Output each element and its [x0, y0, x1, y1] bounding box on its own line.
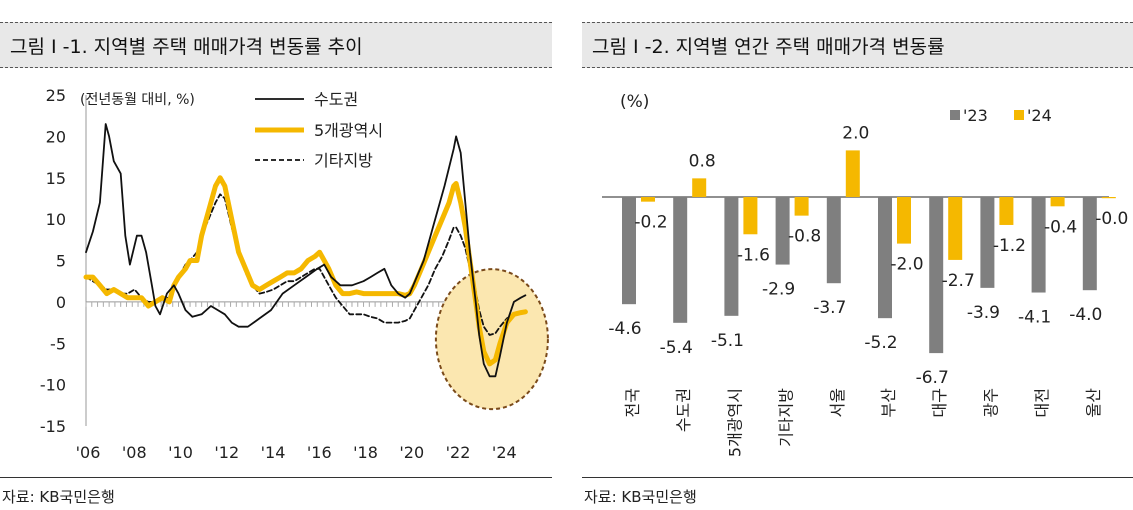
- data-label: -2.9: [762, 280, 795, 300]
- x-tick-label: '24: [492, 443, 517, 462]
- data-label: -4.6: [608, 319, 641, 339]
- x-tick-label: '10: [168, 443, 193, 462]
- y-tick-label: 5: [56, 252, 66, 271]
- data-label: -5.4: [660, 338, 693, 358]
- bar-y24: [641, 197, 655, 202]
- bar-y23: [878, 197, 892, 319]
- data-label: -0.4: [1044, 217, 1077, 237]
- category-label: 대전: [1033, 388, 1052, 417]
- legend-label: 기타지방: [314, 151, 373, 170]
- category-label: 5개광역시: [725, 388, 744, 457]
- category-label: 기타지방: [777, 388, 796, 447]
- category-label: 서울: [828, 388, 847, 417]
- x-tick-label: '18: [353, 443, 378, 462]
- x-tick-label: '08: [122, 443, 147, 462]
- category-label: 수도권: [674, 388, 693, 432]
- y-tick-label: -5: [50, 334, 66, 353]
- data-label: -4.0: [1069, 305, 1102, 325]
- data-label: -3.7: [813, 298, 846, 318]
- right-chart-header: 그림 I -2. 지역별 연간 주택 매매가격 변동률: [582, 22, 1133, 68]
- bar-y23: [673, 197, 688, 323]
- series-line-수도권: [85, 123, 527, 378]
- data-label: 0.8: [689, 151, 716, 171]
- y-axis-label: (전년동월 대비, %): [80, 92, 195, 108]
- x-tick-label: '16: [307, 443, 332, 462]
- data-label: -2.0: [890, 255, 923, 275]
- x-tick-label: '20: [399, 443, 424, 462]
- category-label: 전국: [623, 388, 642, 417]
- left-chart-header: 그림 I -1. 지역별 주택 매매가격 변동률 추이: [0, 22, 552, 68]
- data-label: -1.6: [737, 245, 770, 265]
- data-label: -0.0: [1095, 209, 1128, 229]
- data-label: -5.2: [864, 333, 897, 353]
- data-label: -4.1: [1018, 308, 1051, 328]
- right-chart-panel: 그림 I -2. 지역별 연간 주택 매매가격 변동률 (%) '23 '24 -4.…: [582, 0, 1133, 510]
- bar-y23: [826, 197, 841, 284]
- series-line-5개광역시: [83, 175, 528, 367]
- bar-y24: [743, 197, 758, 235]
- left-source-note: 자료: KB국민은행: [2, 488, 115, 506]
- category-label: 광주: [981, 388, 1000, 417]
- y-axis-unit-label: (%): [620, 92, 649, 112]
- bar-y23: [1031, 197, 1046, 293]
- bar-chart: (%) '23 '24 -4.6 -0.2 전국 -5.4 0.8 수도권 -5.1 -1.6 5개광…: [602, 92, 1128, 457]
- y-tick-label: 15: [46, 169, 66, 188]
- category-label: 대구: [930, 388, 949, 417]
- right-footer-rule: [582, 477, 1133, 478]
- category-label: 울산: [1084, 388, 1103, 418]
- y-tick-label: 20: [46, 127, 66, 146]
- category-label: 부산: [879, 388, 898, 418]
- bar-y24: [845, 150, 860, 197]
- y-tick-label: 0: [56, 293, 66, 312]
- bar-y24: [1050, 197, 1065, 207]
- legend-swatch: [950, 110, 960, 120]
- highlight-circle: [434, 268, 549, 411]
- bar-y23: [724, 197, 739, 316]
- bar-y23: [622, 197, 636, 305]
- legend-label: 5개광역시: [314, 121, 383, 140]
- data-label: -1.2: [993, 236, 1026, 256]
- data-label: -0.2: [634, 213, 667, 233]
- x-tick-label: '12: [214, 443, 239, 462]
- y-tick-label: -15: [40, 417, 66, 436]
- left-chart-panel: 그림 I -1. 지역별 주택 매매가격 변동률 추이 25 20 15 10 5 0 -5…: [0, 0, 552, 510]
- data-label: -3.9: [967, 303, 1000, 323]
- y-tick-label: 10: [46, 210, 66, 229]
- legend-swatch: [1014, 110, 1024, 120]
- left-footer-rule: [0, 477, 552, 478]
- data-label: -5.1: [711, 331, 744, 351]
- x-tick-label: '22: [446, 443, 471, 462]
- x-tick-label: '06: [76, 443, 101, 462]
- x-tick-label: '14: [261, 443, 286, 462]
- data-label: -2.7: [942, 271, 975, 291]
- bar-y24: [897, 197, 911, 244]
- right-chart-title: 그림 I -2. 지역별 연간 주택 매매가격 변동률: [592, 36, 945, 58]
- bar-y23: [1082, 197, 1097, 291]
- legend-label: '24: [1027, 106, 1052, 125]
- bar-y24: [999, 197, 1014, 225]
- left-chart-title: 그림 I -1. 지역별 주택 매매가격 변동률 추이: [10, 36, 363, 58]
- line-chart: 25 20 15 10 5 0 -5 -10 -15 '06 '08 '10 '12 '14 '16 '18 '…: [40, 86, 549, 462]
- y-tick-label: -10: [40, 376, 66, 395]
- bar-y24: [1101, 197, 1116, 199]
- bar-y23: [929, 197, 944, 354]
- bar-y24: [794, 197, 809, 216]
- data-label: 2.0: [842, 123, 869, 143]
- legend-label: 수도권: [314, 90, 358, 109]
- bar-y24: [692, 178, 707, 197]
- data-label: -6.7: [916, 368, 949, 388]
- bar-y24: [948, 197, 963, 260]
- data-label: -0.8: [788, 227, 821, 247]
- y-tick-label: 25: [46, 86, 66, 105]
- legend-label: '23: [963, 106, 988, 125]
- right-source-note: 자료: KB국민은행: [584, 488, 697, 506]
- bar-y23: [980, 197, 995, 288]
- bar-y23: [775, 197, 790, 265]
